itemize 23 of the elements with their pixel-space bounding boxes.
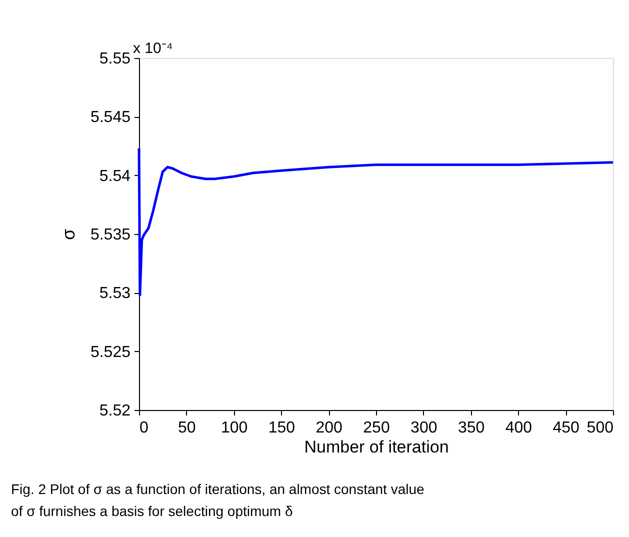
- x-tick-label: 450: [552, 420, 580, 436]
- y-tick-label: 5.535: [90, 226, 131, 244]
- y-tick-label: 5.525: [90, 344, 131, 361]
- y-tick-label: 5.53: [99, 285, 131, 302]
- x-tick-label: 50: [178, 420, 196, 436]
- line-series: [138, 147, 614, 296]
- y-tick-label: 5.545: [90, 109, 131, 126]
- x-tick-label: 350: [458, 420, 485, 436]
- x-tick-label: 100: [220, 420, 248, 436]
- x-tick-label: 0: [140, 420, 148, 436]
- x-tick-label: 150: [268, 420, 296, 436]
- x-tick-label: 500: [586, 420, 614, 436]
- caption: Fig. 2 Plot of σ as a function of iterations, an almost constant value of σ furnishes a basis for selecting optimum δ: [11, 481, 425, 519]
- x-tick-label: 400: [505, 420, 532, 436]
- y-tick-label: 5.54: [99, 168, 131, 185]
- y-axis-title: σ: [58, 228, 78, 240]
- x-tick-label: 300: [410, 420, 438, 436]
- x-tick-label: 250: [363, 420, 390, 436]
- y-tick-label: 5.52: [99, 402, 131, 420]
- x-tick-label: 200: [316, 420, 343, 436]
- y-tick-label: 5.55: [99, 50, 131, 68]
- x-axis-title: Number of iteration: [304, 438, 449, 456]
- text: x 10⁻⁴: [133, 40, 173, 57]
